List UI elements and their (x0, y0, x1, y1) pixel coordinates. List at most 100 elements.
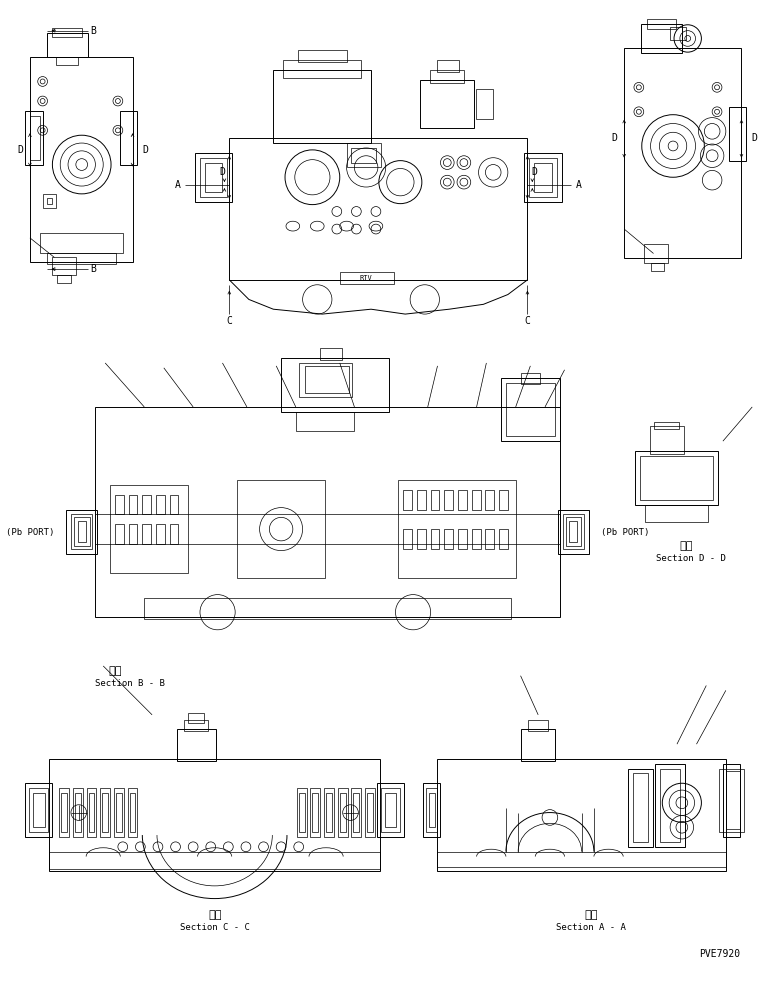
Bar (499, 529, 507, 549)
Bar (377, 784, 405, 837)
Text: 断面: 断面 (208, 910, 222, 920)
Bar (640, 456, 713, 500)
Bar (46, 252, 116, 264)
Bar (520, 730, 555, 761)
Bar (641, 24, 682, 53)
Bar (569, 521, 578, 542)
Bar (25, 111, 43, 165)
Bar (71, 515, 92, 549)
Text: A: A (174, 180, 181, 191)
Bar (429, 793, 434, 827)
Bar (33, 793, 45, 827)
Text: C: C (226, 316, 232, 326)
Bar (524, 153, 562, 201)
Bar (472, 490, 481, 510)
Bar (458, 529, 467, 549)
Bar (530, 158, 557, 196)
Bar (296, 789, 306, 837)
Bar (59, 789, 69, 837)
Bar (75, 793, 81, 832)
Text: PVE7920: PVE7920 (700, 950, 741, 959)
Bar (299, 363, 353, 397)
Bar (340, 793, 346, 832)
Bar (728, 107, 746, 161)
Bar (475, 89, 493, 119)
Bar (651, 263, 664, 271)
Text: D: D (611, 134, 617, 143)
Bar (129, 495, 137, 515)
Bar (417, 529, 426, 549)
Bar (365, 789, 375, 837)
Bar (403, 529, 412, 549)
Bar (78, 521, 85, 542)
Text: Section A - A: Section A - A (556, 923, 626, 932)
Bar (102, 793, 108, 832)
Bar (719, 769, 744, 832)
Bar (437, 851, 726, 867)
Bar (501, 378, 559, 441)
Bar (43, 193, 56, 207)
Text: D: D (142, 145, 148, 155)
Bar (25, 784, 53, 837)
Bar (116, 793, 122, 832)
Text: (Pb PORT): (Pb PORT) (6, 527, 54, 536)
Bar (115, 524, 123, 544)
Bar (57, 275, 71, 283)
Bar (417, 490, 426, 510)
Bar (506, 383, 555, 436)
Bar (129, 524, 137, 544)
Bar (558, 510, 589, 554)
Text: A: A (576, 180, 582, 191)
Bar (188, 713, 204, 723)
Bar (53, 27, 82, 37)
Bar (144, 597, 511, 619)
Bar (281, 358, 389, 411)
Bar (340, 272, 393, 284)
Bar (326, 793, 332, 832)
Bar (74, 518, 90, 546)
Bar (562, 515, 584, 549)
Bar (437, 759, 726, 871)
Bar (298, 50, 347, 62)
Bar (351, 789, 361, 837)
Bar (723, 764, 741, 837)
Bar (30, 57, 133, 262)
Bar (649, 426, 684, 454)
Bar (565, 518, 581, 546)
Bar (46, 197, 53, 203)
Bar (170, 495, 178, 515)
Bar (120, 111, 137, 165)
Bar (431, 529, 440, 549)
Bar (310, 789, 320, 837)
Bar (385, 793, 396, 827)
Bar (367, 793, 373, 832)
Bar (431, 490, 440, 510)
Bar (184, 720, 208, 732)
Bar (50, 851, 379, 869)
Bar (156, 495, 165, 515)
Bar (95, 515, 559, 544)
Bar (56, 57, 78, 65)
Text: Section D - D: Section D - D (656, 554, 725, 563)
Text: D: D (18, 145, 23, 155)
Bar (458, 490, 467, 510)
Bar (130, 793, 136, 832)
Bar (156, 524, 165, 544)
Bar (444, 529, 453, 549)
Bar (29, 789, 49, 832)
Bar (142, 524, 151, 544)
Bar (420, 80, 474, 129)
Bar (430, 70, 464, 83)
Bar (88, 793, 94, 832)
Bar (115, 495, 123, 515)
Bar (30, 116, 40, 160)
Bar (324, 789, 334, 837)
Bar (347, 143, 381, 168)
Text: 断面: 断面 (584, 910, 597, 920)
Bar (655, 764, 685, 846)
Bar (114, 789, 123, 837)
Bar (40, 233, 123, 252)
Text: 断面: 断面 (679, 541, 693, 551)
Bar (485, 529, 495, 549)
Bar (320, 349, 341, 360)
